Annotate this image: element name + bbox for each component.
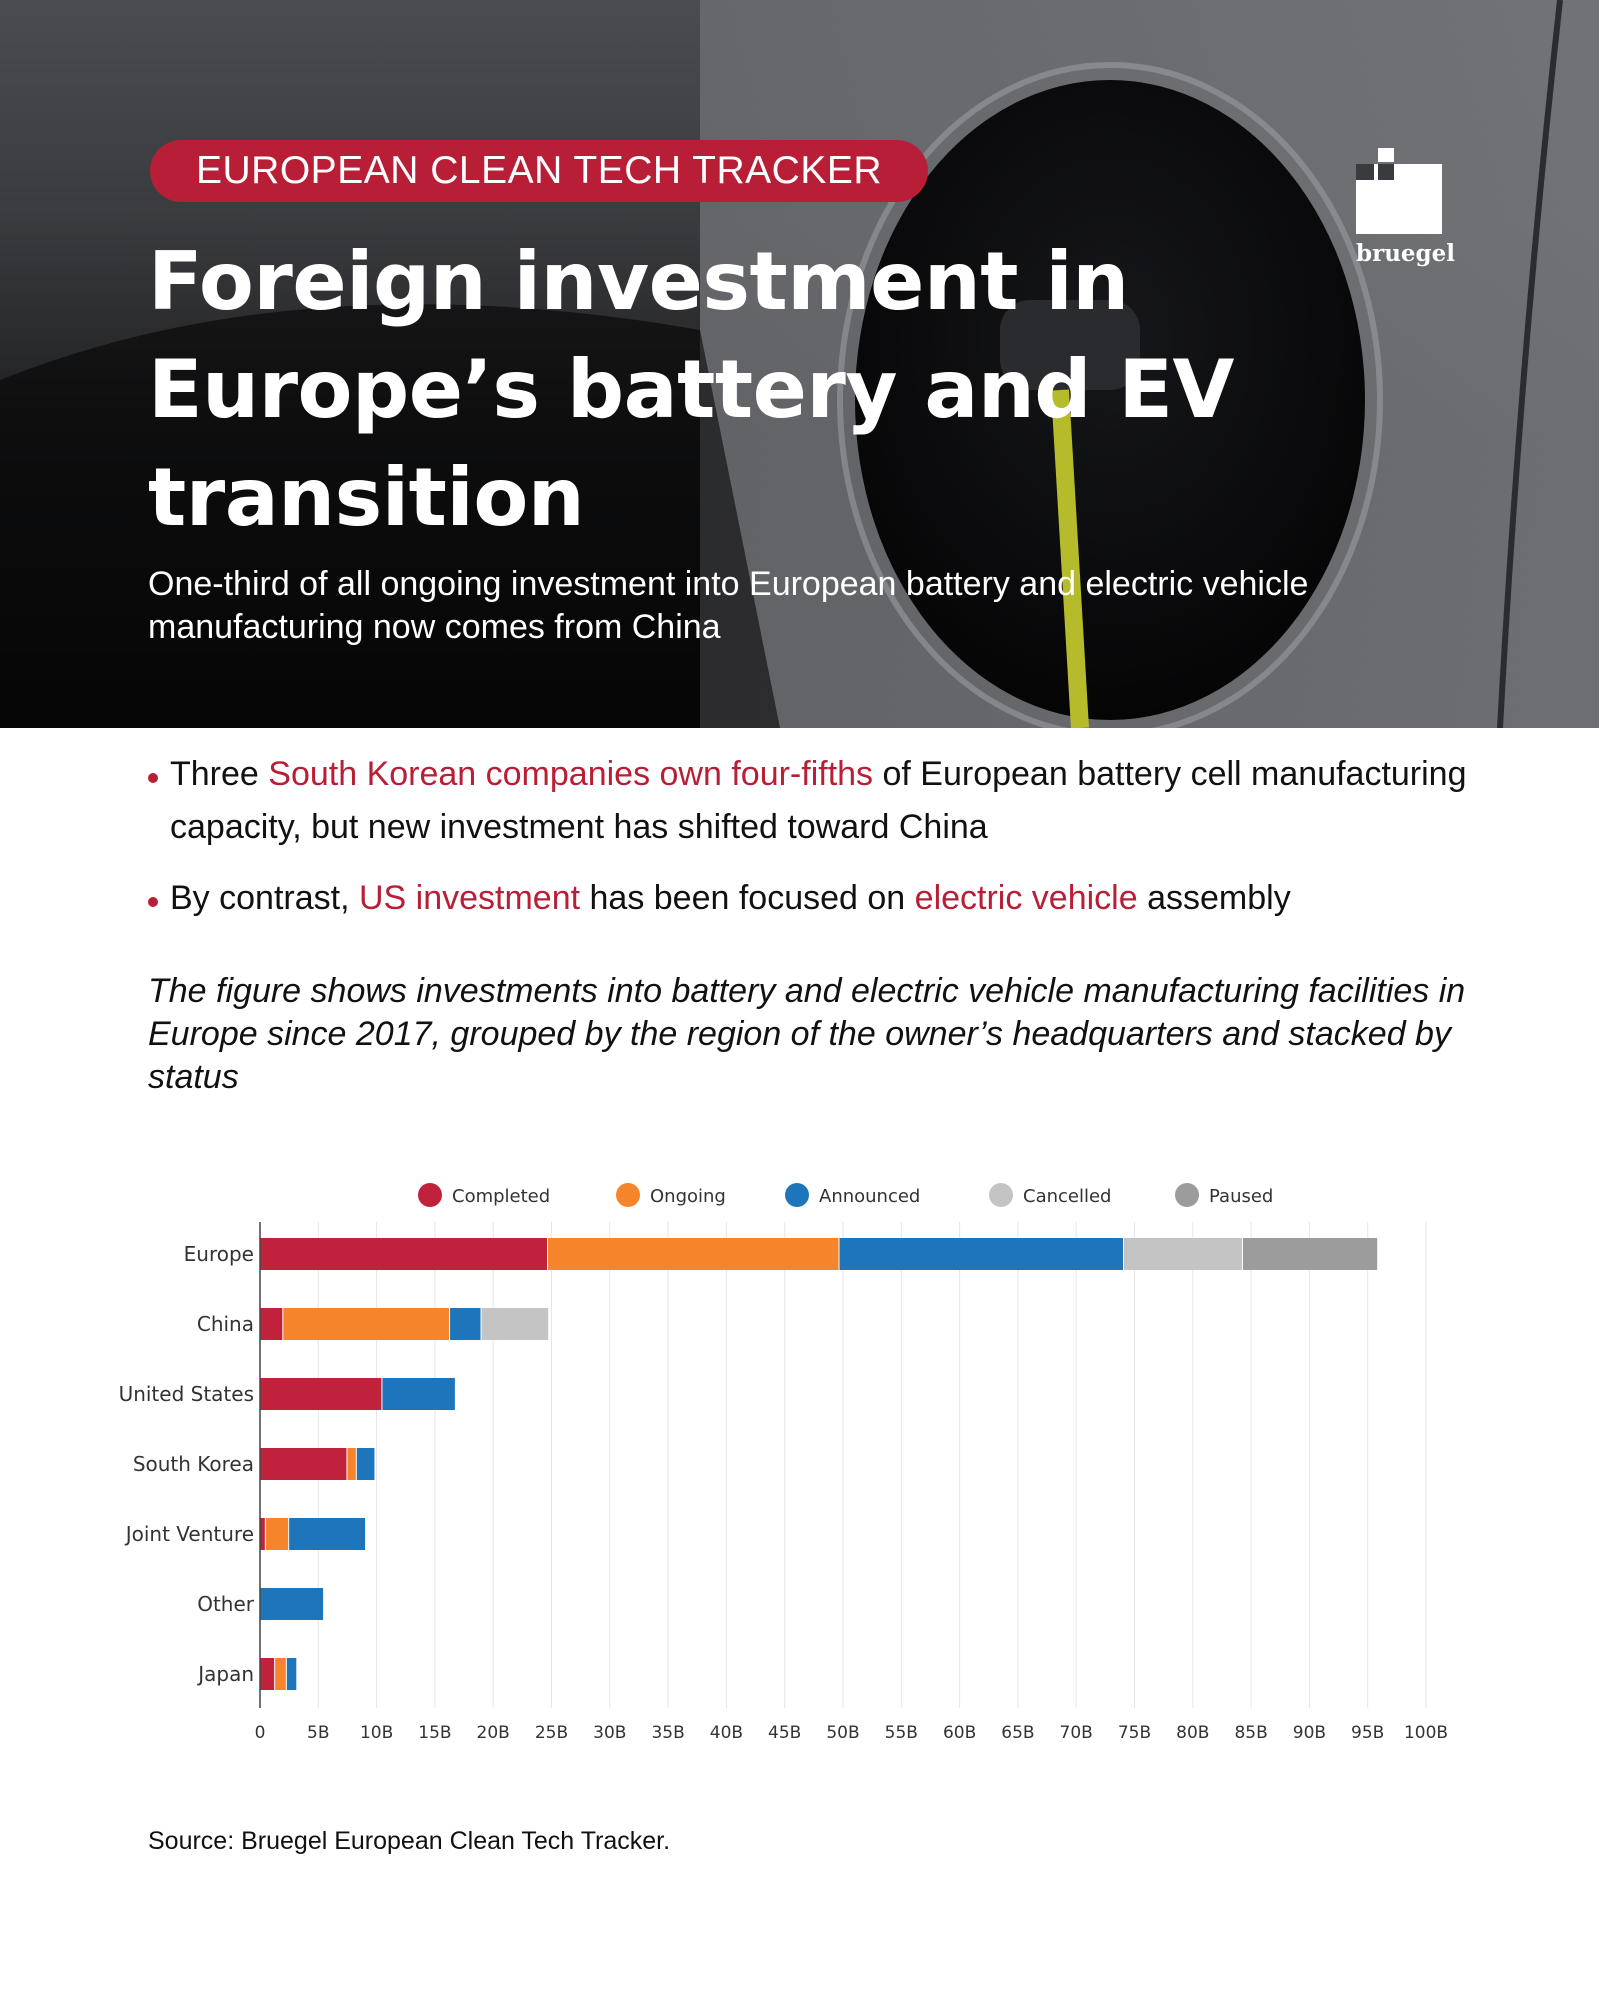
- key-point-highlight: electric vehicle: [914, 879, 1138, 917]
- legend-marker: [989, 1183, 1013, 1207]
- bar-segment: [1124, 1238, 1242, 1270]
- x-tick-label: 0: [255, 1723, 266, 1743]
- x-tick-label: 100B: [1404, 1723, 1448, 1743]
- bar-segment: [347, 1448, 356, 1480]
- page-subtitle: One-third of all ongoing investment into…: [148, 565, 1309, 646]
- category-label: United States: [119, 1382, 254, 1406]
- key-point-highlight: South Korean companies own four-fifths: [268, 755, 874, 793]
- x-tick-label: 65B: [1001, 1723, 1034, 1743]
- legend-marker: [616, 1183, 640, 1207]
- legend-marker: [418, 1183, 442, 1207]
- x-tick-label: 60B: [943, 1723, 976, 1743]
- legend-label: Completed: [452, 1186, 550, 1207]
- bar-segment: [548, 1238, 839, 1270]
- bruegel-logo: bruegel: [1356, 148, 1456, 267]
- bar-segment: [260, 1308, 283, 1340]
- key-point-text: assembly: [1137, 879, 1291, 917]
- x-tick-label: 70B: [1060, 1723, 1093, 1743]
- x-tick-label: 50B: [826, 1723, 859, 1743]
- bar-segment: [481, 1308, 549, 1340]
- bar-segment: [356, 1448, 375, 1480]
- bar-segment: [260, 1378, 382, 1410]
- bar-segment: [260, 1658, 275, 1690]
- legend-label: Announced: [819, 1186, 920, 1207]
- x-tick-label: 40B: [710, 1723, 743, 1743]
- legend-marker: [1175, 1183, 1199, 1207]
- x-tick-label: 75B: [1118, 1723, 1151, 1743]
- legend-marker: [785, 1183, 809, 1207]
- stacked-bar-chart: Completed Ongoing Announced Cancelled Paused…: [119, 1183, 1448, 1743]
- x-tick-label: 55B: [885, 1723, 918, 1743]
- key-point-text: has been focused on: [580, 879, 915, 917]
- hero-background-photo: [0, 0, 1599, 728]
- key-point-text: of European battery cell manufacturing c…: [170, 755, 1467, 846]
- x-tick-label: 5B: [307, 1723, 329, 1743]
- bar-segment: [275, 1658, 286, 1690]
- source-note: Source: Bruegel European Clean Tech Trac…: [148, 1827, 671, 1855]
- x-tick-label: 30B: [593, 1723, 626, 1743]
- bar-segment: [289, 1518, 366, 1550]
- category-label: Joint Venture: [124, 1522, 254, 1546]
- bruegel-logo-icon: [1356, 148, 1442, 234]
- x-tick-label: 95B: [1351, 1723, 1384, 1743]
- bar-segment: [265, 1518, 289, 1550]
- figure-caption: The figure shows investments into batter…: [148, 972, 1466, 1096]
- legend-label: Paused: [1209, 1186, 1273, 1207]
- key-point-highlight: US investment: [358, 879, 581, 917]
- key-point-text: Three: [170, 755, 269, 793]
- x-tick-label: 90B: [1293, 1723, 1326, 1743]
- page-title: Foreign investment in Europe’s battery a…: [148, 235, 1234, 544]
- key-point-item: Three South Korean companies own four-fi…: [148, 748, 1508, 854]
- key-points: Three South Korean companies own four-fi…: [148, 748, 1508, 943]
- bullet-dot-icon: [148, 773, 158, 783]
- category-label: Japan: [196, 1662, 254, 1686]
- bar-segment: [260, 1238, 548, 1270]
- x-tick-label: 20B: [477, 1723, 510, 1743]
- x-tick-label: 85B: [1234, 1723, 1267, 1743]
- key-point-text: By contrast,: [170, 879, 359, 917]
- bar-segment: [1242, 1238, 1378, 1270]
- bar-segment: [450, 1308, 481, 1340]
- category-label: Europe: [184, 1242, 254, 1266]
- bar-segment: [286, 1658, 297, 1690]
- bar-segment: [260, 1448, 347, 1480]
- key-point-item: By contrast, US investment has been focu…: [148, 872, 1508, 925]
- bar-segment: [382, 1378, 455, 1410]
- bruegel-logo-text: bruegel: [1356, 240, 1456, 267]
- x-tick-label: 10B: [360, 1723, 393, 1743]
- category-label: China: [197, 1312, 254, 1336]
- bar-segment: [260, 1588, 324, 1620]
- investment-chart: Completed Ongoing Announced Cancelled Paused…: [0, 1150, 1599, 1770]
- hero-banner: EUROPEAN CLEAN TECH TRACKER Foreign inve…: [0, 0, 1599, 728]
- bar-segment: [283, 1308, 450, 1340]
- x-tick-label: 45B: [768, 1723, 801, 1743]
- bullet-dot-icon: [148, 897, 158, 907]
- x-tick-label: 25B: [535, 1723, 568, 1743]
- x-tick-label: 35B: [651, 1723, 684, 1743]
- x-tick-label: 80B: [1176, 1723, 1209, 1743]
- bar-segment: [260, 1518, 265, 1550]
- legend-label: Ongoing: [650, 1186, 726, 1207]
- tracker-badge: EUROPEAN CLEAN TECH TRACKER: [150, 140, 929, 202]
- legend-label: Cancelled: [1023, 1186, 1111, 1207]
- category-label: South Korea: [133, 1452, 254, 1476]
- x-tick-label: 15B: [418, 1723, 451, 1743]
- bar-segment: [839, 1238, 1124, 1270]
- category-label: Other: [197, 1592, 255, 1616]
